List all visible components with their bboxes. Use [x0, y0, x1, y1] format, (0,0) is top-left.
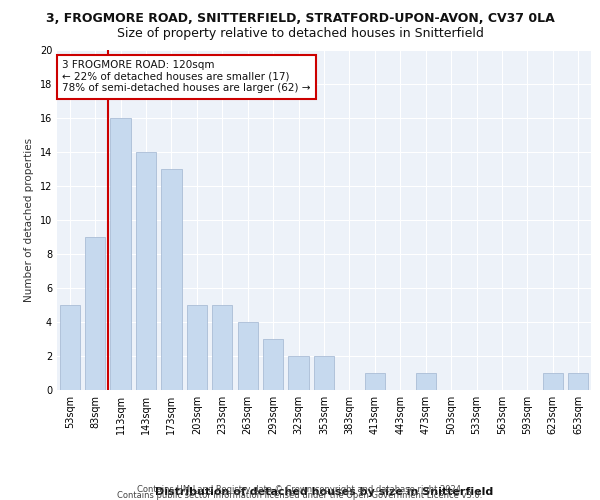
Bar [568, 373, 589, 390]
Bar [314, 356, 334, 390]
Bar [136, 152, 156, 390]
Bar [110, 118, 131, 390]
Y-axis label: Number of detached properties: Number of detached properties [24, 138, 34, 302]
Bar [289, 356, 309, 390]
Bar [212, 305, 232, 390]
Text: 3, FROGMORE ROAD, SNITTERFIELD, STRATFORD-UPON-AVON, CV37 0LA: 3, FROGMORE ROAD, SNITTERFIELD, STRATFOR… [46, 12, 554, 26]
Text: Contains HM Land Registry data © Crown copyright and database right 2024.: Contains HM Land Registry data © Crown c… [137, 484, 463, 494]
Bar [542, 373, 563, 390]
Bar [416, 373, 436, 390]
Bar [263, 339, 283, 390]
Text: 3 FROGMORE ROAD: 120sqm
← 22% of detached houses are smaller (17)
78% of semi-de: 3 FROGMORE ROAD: 120sqm ← 22% of detache… [62, 60, 311, 94]
Bar [238, 322, 258, 390]
Bar [161, 169, 182, 390]
Bar [187, 305, 207, 390]
Text: Size of property relative to detached houses in Snitterfield: Size of property relative to detached ho… [116, 28, 484, 40]
Bar [59, 305, 80, 390]
X-axis label: Distribution of detached houses by size in Snitterfield: Distribution of detached houses by size … [155, 487, 493, 497]
Bar [365, 373, 385, 390]
Bar [85, 237, 106, 390]
Text: Contains public sector information licensed under the Open Government Licence v3: Contains public sector information licen… [118, 490, 482, 500]
